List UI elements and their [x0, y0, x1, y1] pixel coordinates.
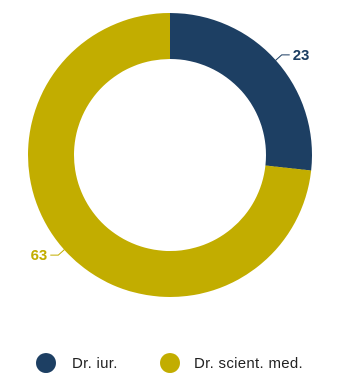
slice-dr-iur[interactable]: [170, 13, 312, 171]
leader-lines: [50, 54, 290, 256]
data-labels: 23 63: [31, 47, 310, 264]
slices-layer: [28, 13, 312, 297]
legend-label-dr-scient-med: Dr. scient. med.: [194, 355, 303, 372]
legend-label-dr-iur: Dr. iur.: [72, 355, 118, 372]
leader-line-dr-iur: [275, 54, 290, 61]
leader-line-dr-scient-med: [50, 249, 65, 256]
legend-swatch-dr-iur: [36, 353, 56, 373]
legend-swatch-dr-scient-med: [160, 353, 180, 373]
data-label-dr-iur: 23: [293, 47, 310, 64]
data-label-dr-scient-med: 63: [31, 247, 48, 264]
legend: Dr. iur. Dr. scient. med.: [36, 353, 303, 373]
legend-item-dr-scient-med[interactable]: Dr. scient. med.: [160, 353, 303, 373]
slice-dr-scient-med[interactable]: [28, 13, 312, 297]
legend-item-dr-iur[interactable]: Dr. iur.: [36, 353, 118, 373]
